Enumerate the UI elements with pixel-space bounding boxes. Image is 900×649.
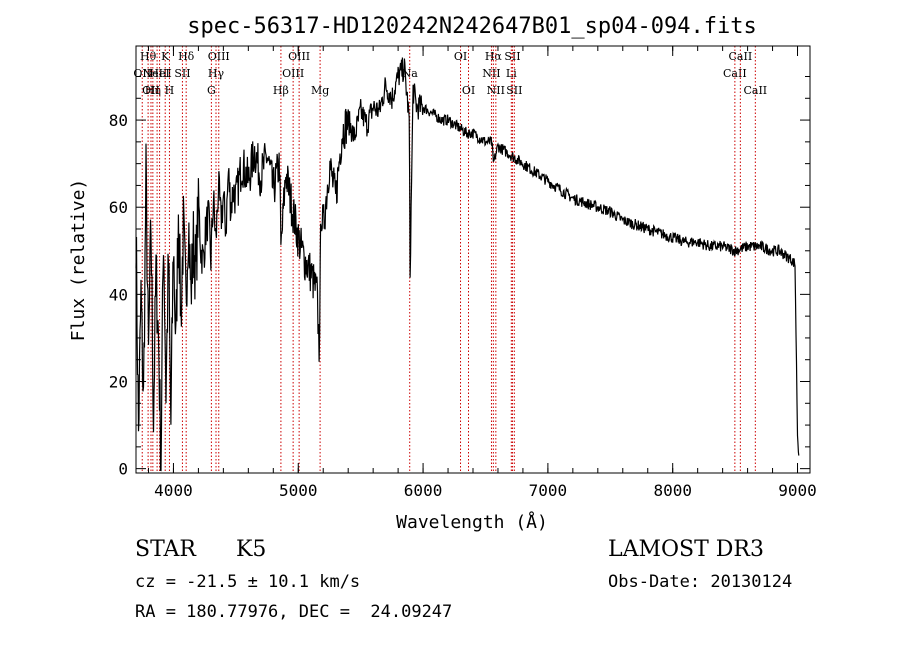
redshift-label: cz = -21.5 ± 10.1 km/s — [135, 572, 361, 592]
y-tick-label-3: 60 — [109, 198, 128, 217]
object-class: STAR K5 — [135, 537, 266, 562]
line-label-25: SII — [506, 84, 522, 97]
line-label-3: Hη — [145, 84, 161, 97]
coordinates-label: RA = 180.77976, DEC = 24.09247 — [135, 602, 453, 622]
line-label-9: Hδ — [178, 50, 195, 63]
y-tick-label-2: 40 — [109, 285, 128, 304]
line-label-13: Hβ — [273, 84, 289, 97]
line-label-15: OIII — [288, 50, 310, 63]
line-label-20: NII — [482, 67, 500, 80]
line-label-16: Mg — [311, 84, 329, 97]
line-label-27: CaII — [729, 50, 753, 63]
line-label-10: G — [207, 84, 216, 97]
y-tick-label-0: 0 — [118, 460, 128, 479]
plot-frame — [135, 45, 811, 474]
chart-title: spec-56317-HD120242N242647B01_sp04-094.f… — [187, 14, 757, 39]
x-tick-label-5: 9000 — [778, 481, 817, 500]
line-label-7: H — [165, 84, 175, 97]
x-tick-label-3: 7000 — [529, 481, 568, 500]
y-axis-label: Flux (relative) — [68, 179, 89, 342]
x-tick-label-0: 4000 — [154, 481, 193, 500]
line-label-21: Hα — [485, 50, 503, 63]
line-label-2: OII — [142, 84, 160, 97]
x-tick-label-4: 8000 — [653, 481, 692, 500]
line-label-23: Li — [506, 67, 517, 80]
line-label-4: NeIII — [143, 67, 172, 80]
line-label-19: OI — [462, 84, 475, 97]
y-tick-label-1: 20 — [109, 373, 128, 392]
x-axis-label: Wavelength (Å) — [396, 511, 548, 533]
x-tick-label-2: 6000 — [404, 481, 443, 500]
line-label-26: CaII — [723, 67, 747, 80]
line-label-5: HeI — [149, 67, 169, 80]
class-label: STAR — [135, 537, 196, 562]
line-label-11: Hγ — [208, 67, 225, 80]
line-label-12: OIII — [208, 50, 230, 63]
line-label-14: OIII — [282, 67, 304, 80]
line-label-8: SII — [174, 67, 190, 80]
obs-date-label: Obs-Date: 20130124 — [608, 572, 793, 592]
line-label-22: NII — [487, 84, 505, 97]
line-label-6: K — [161, 50, 170, 63]
line-label-18: OI — [454, 50, 467, 63]
subclass-label: K5 — [236, 537, 267, 562]
survey-label: LAMOST DR3 — [608, 537, 764, 562]
line-label-28: CaII — [743, 84, 767, 97]
x-tick-label-1: 5000 — [279, 481, 318, 500]
plot-area: OIIHθOIIHηNeIIIHeIKHSIIHδGHγOIIIHβOIIIOI… — [109, 45, 817, 500]
spectrum-series — [135, 57, 800, 472]
line-label-1: Hθ — [140, 50, 157, 63]
y-tick-label-4: 80 — [109, 111, 128, 130]
line-label-24: SII — [504, 50, 520, 63]
